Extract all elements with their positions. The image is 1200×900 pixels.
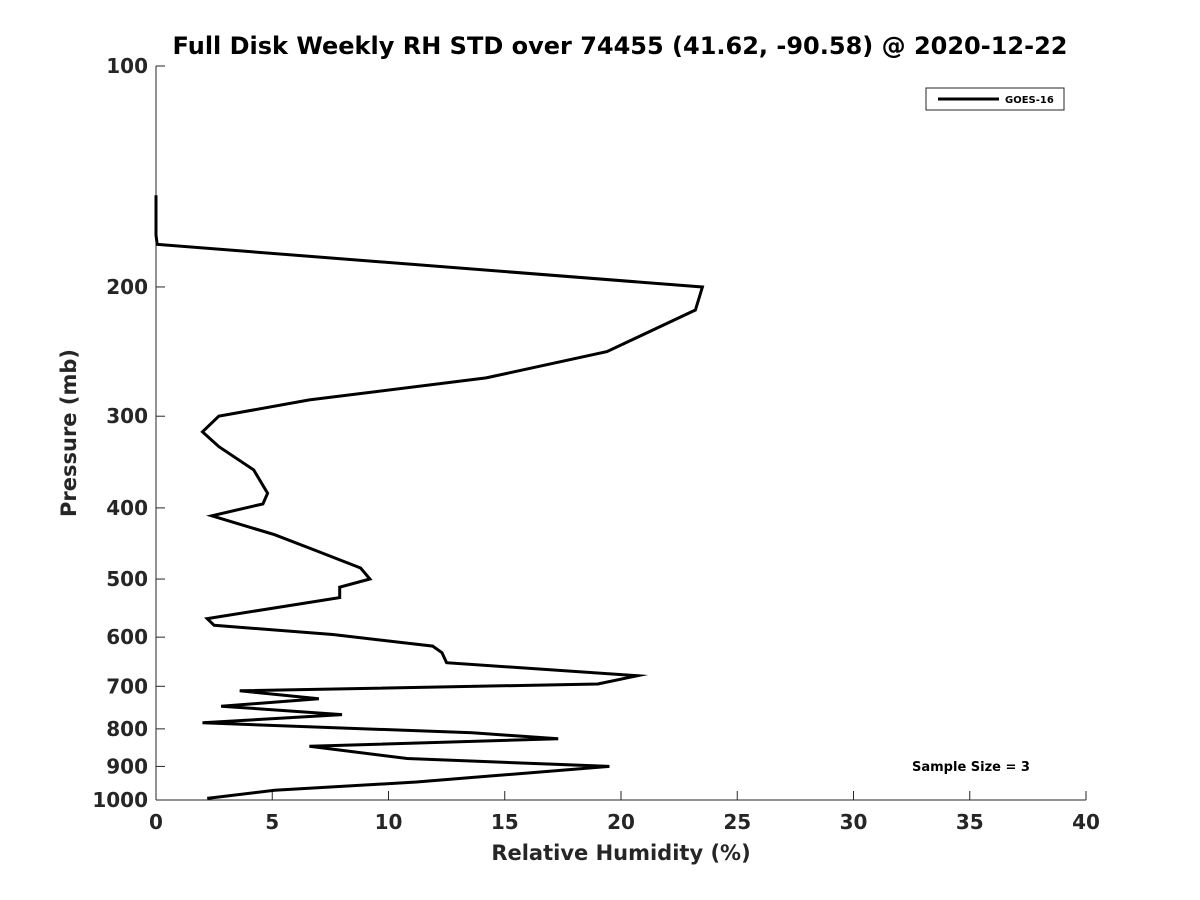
x-tick-label: 35 — [956, 810, 984, 834]
y-tick-label: 300 — [106, 404, 148, 428]
y-ticks: 100 200 300 400 500 600 700 800 900 1000 — [92, 54, 165, 812]
y-tick-label: 100 — [106, 54, 148, 78]
y-tick-label: 600 — [106, 625, 148, 649]
series-line-goes-16 — [154, 195, 705, 800]
y-tick-label: 900 — [106, 754, 148, 778]
series-layer — [154, 195, 705, 800]
y-axis-label: Pressure (mb) — [57, 349, 81, 517]
x-tick-label: 40 — [1072, 810, 1100, 834]
sample-size-annotation: Sample Size = 3 — [912, 760, 1030, 775]
y-tick-label: 1000 — [92, 788, 148, 812]
x-tick-label: 20 — [607, 810, 635, 834]
x-tick-label: 0 — [149, 810, 163, 834]
x-ticks: 0 5 10 15 20 25 30 35 40 — [149, 791, 1100, 834]
y-tick-label: 400 — [106, 496, 148, 520]
x-tick-label: 25 — [723, 810, 751, 834]
legend: GOES-16 — [925, 87, 1065, 111]
y-tick-label: 700 — [106, 674, 148, 698]
y-tick-label: 800 — [106, 717, 148, 741]
y-tick-label: 200 — [106, 275, 148, 299]
chart-title: Full Disk Weekly RH STD over 74455 (41.6… — [173, 32, 1068, 60]
x-tick-label: 10 — [375, 810, 403, 834]
x-tick-label: 15 — [491, 810, 519, 834]
x-tick-label: 30 — [840, 810, 868, 834]
x-axis-label: Relative Humidity (%) — [491, 841, 750, 865]
legend-label: GOES-16 — [1005, 95, 1054, 106]
x-tick-label: 5 — [265, 810, 279, 834]
y-tick-label: 500 — [106, 567, 148, 591]
